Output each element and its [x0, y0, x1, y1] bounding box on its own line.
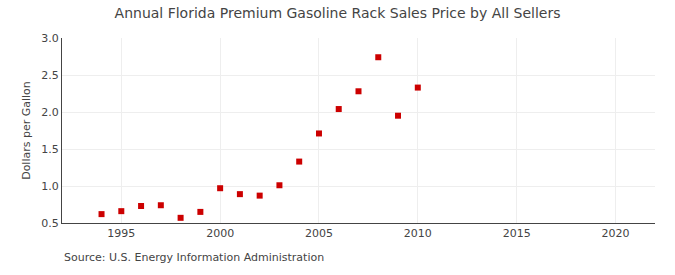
svg-text:2010: 2010: [404, 227, 432, 240]
svg-text:Source: U.S. Energy Informatio: Source: U.S. Energy Information Administ…: [64, 251, 324, 264]
svg-text:2.5: 2.5: [41, 69, 59, 82]
svg-text:1.0: 1.0: [41, 180, 59, 193]
svg-text:2020: 2020: [601, 227, 629, 240]
svg-text:Annual Florida Premium Gasolin: Annual Florida Premium Gasoline Rack Sal…: [115, 5, 561, 21]
svg-text:2.0: 2.0: [41, 106, 59, 119]
svg-text:2015: 2015: [503, 227, 531, 240]
svg-text:0.5: 0.5: [41, 217, 59, 230]
svg-text:1995: 1995: [107, 227, 135, 240]
svg-text:1.5: 1.5: [41, 143, 59, 156]
svg-text:Dollars per Gallon: Dollars per Gallon: [20, 81, 33, 180]
svg-text:3.0: 3.0: [41, 32, 59, 45]
svg-text:2005: 2005: [305, 227, 333, 240]
svg-text:2000: 2000: [206, 227, 234, 240]
